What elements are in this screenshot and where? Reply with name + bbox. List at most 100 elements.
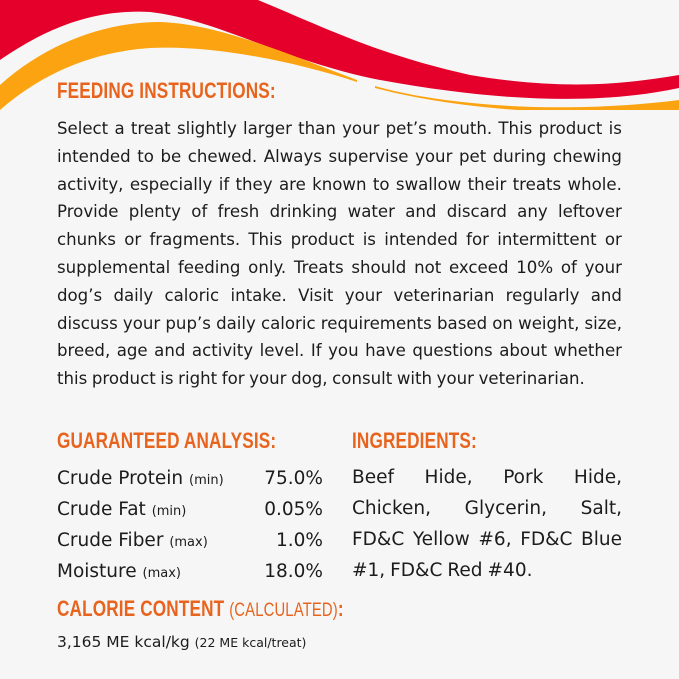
calorie-subtitle: (CALCULATED) xyxy=(229,600,338,621)
word: on xyxy=(492,313,513,333)
word: is xyxy=(362,230,376,250)
word: 10% xyxy=(516,257,554,277)
word: product xyxy=(91,369,156,389)
word: FD&C xyxy=(520,529,573,550)
word: mouth. xyxy=(433,119,493,138)
word: #1, xyxy=(352,560,386,581)
text-line: FD&C Yellow #6, FD&C Blue xyxy=(352,524,622,555)
word: during xyxy=(492,146,547,166)
word: If xyxy=(310,341,322,361)
word: daily xyxy=(216,313,256,333)
word: dog’s xyxy=(57,285,103,305)
word: and xyxy=(405,202,437,222)
word: intended xyxy=(384,230,458,250)
word: Blue xyxy=(581,529,622,550)
word: of xyxy=(191,202,208,222)
word: to xyxy=(372,174,390,194)
feeding-title: FEEDING INSTRUCTIONS: xyxy=(57,78,276,103)
word: pet’s xyxy=(385,119,427,138)
word: activity xyxy=(191,341,254,361)
word: you xyxy=(328,341,359,361)
text-line: breed, age and activity level. If you have quest… xyxy=(57,337,622,365)
word: any xyxy=(517,202,548,222)
nutrient-value: 18.0% xyxy=(264,561,323,582)
word: questions xyxy=(412,341,493,361)
nutrient-label: Crude Fiber xyxy=(57,530,164,551)
decorative-swoosh xyxy=(0,0,679,110)
word: slightly xyxy=(176,119,237,138)
analysis-row: Moisture (max) 18.0% xyxy=(57,561,323,582)
word: caloric xyxy=(261,313,316,333)
word: your xyxy=(342,119,380,138)
word: be xyxy=(160,146,182,166)
analysis-row: Crude Fiber (max) 1.0% xyxy=(57,530,323,551)
word: have xyxy=(365,341,406,361)
word: level. xyxy=(259,341,305,361)
orange-swoosh-right xyxy=(375,86,679,110)
word: Pork xyxy=(503,467,544,488)
nutrient-name: Crude Protein (min) xyxy=(57,468,224,489)
word: This xyxy=(498,119,533,138)
text-line: Provide plenty of fresh drinking water and disc… xyxy=(57,198,622,226)
text-line: chunks or fragments. This product is intended f… xyxy=(57,226,622,254)
nutrient-label: Crude Protein xyxy=(57,468,184,489)
word: not xyxy=(414,257,442,277)
word: leftover xyxy=(557,202,622,222)
nutrient-name: Moisture (max) xyxy=(57,561,181,582)
ingredients-list: Beef Hide, Pork Hide, Chicken, Glycerin, Salt,… xyxy=(352,462,622,586)
word: dog, xyxy=(291,369,328,389)
word: Hide, xyxy=(573,467,622,488)
word: feeding xyxy=(177,257,241,277)
text-line: Select a treat slightly larger than your pet’s m… xyxy=(57,115,622,143)
word: caloric xyxy=(164,285,220,305)
word: activity, xyxy=(57,174,124,194)
word: plenty xyxy=(128,202,181,222)
word: supplemental xyxy=(57,257,171,277)
word: Salt, xyxy=(580,498,622,519)
text-line: dog’s daily caloric intake. Visit your veterin… xyxy=(57,282,622,310)
word: whether xyxy=(553,341,622,361)
word: your xyxy=(344,285,383,305)
word: based xyxy=(437,313,488,333)
word: to xyxy=(137,146,154,166)
orange-swoosh xyxy=(0,22,357,110)
word: breed, xyxy=(57,341,111,361)
nutrient-name: Crude Fiber (max) xyxy=(57,530,208,551)
word: pup’s xyxy=(165,313,211,333)
word: intended xyxy=(57,146,131,166)
word: FD&C xyxy=(390,560,443,581)
word: #40. xyxy=(487,560,533,581)
word: your xyxy=(436,369,474,389)
word: Red xyxy=(447,560,483,581)
analysis-row: Crude Fat (min) 0.05% xyxy=(57,499,323,520)
calorie-colon: : xyxy=(337,596,344,621)
word: and xyxy=(590,285,622,305)
nutrient-qualifier: (max) xyxy=(169,535,208,550)
calorie-value: 3,165 ME kcal/kg (22 ME kcal/treat) xyxy=(57,633,306,651)
word: is xyxy=(608,119,622,138)
word: whole. xyxy=(567,174,622,194)
word: product xyxy=(290,230,355,250)
nutrient-qualifier: (min) xyxy=(189,473,224,488)
word: only. xyxy=(248,257,287,277)
text-line: this product is right for your dog, consult with… xyxy=(57,365,622,393)
word: age xyxy=(116,341,148,361)
word: treat xyxy=(130,119,171,138)
word: your xyxy=(415,146,453,166)
word: if xyxy=(218,174,230,194)
word: consult xyxy=(332,369,393,389)
word: a xyxy=(114,119,125,138)
word: Always xyxy=(263,146,322,166)
word: Beef xyxy=(352,467,394,488)
word: treats xyxy=(512,174,562,194)
word: intake. xyxy=(230,285,287,305)
word: intermittent xyxy=(497,230,597,250)
nutrient-value: 1.0% xyxy=(276,530,323,551)
nutrient-value: 75.0% xyxy=(264,468,323,489)
word: Yellow xyxy=(412,529,470,550)
word: Provide xyxy=(57,202,119,222)
word: discuss xyxy=(57,313,118,333)
word: veterinarian. xyxy=(478,369,585,389)
nutrient-qualifier: (max) xyxy=(142,566,181,581)
calorie-title-text: CALORIE CONTENT xyxy=(57,596,225,621)
